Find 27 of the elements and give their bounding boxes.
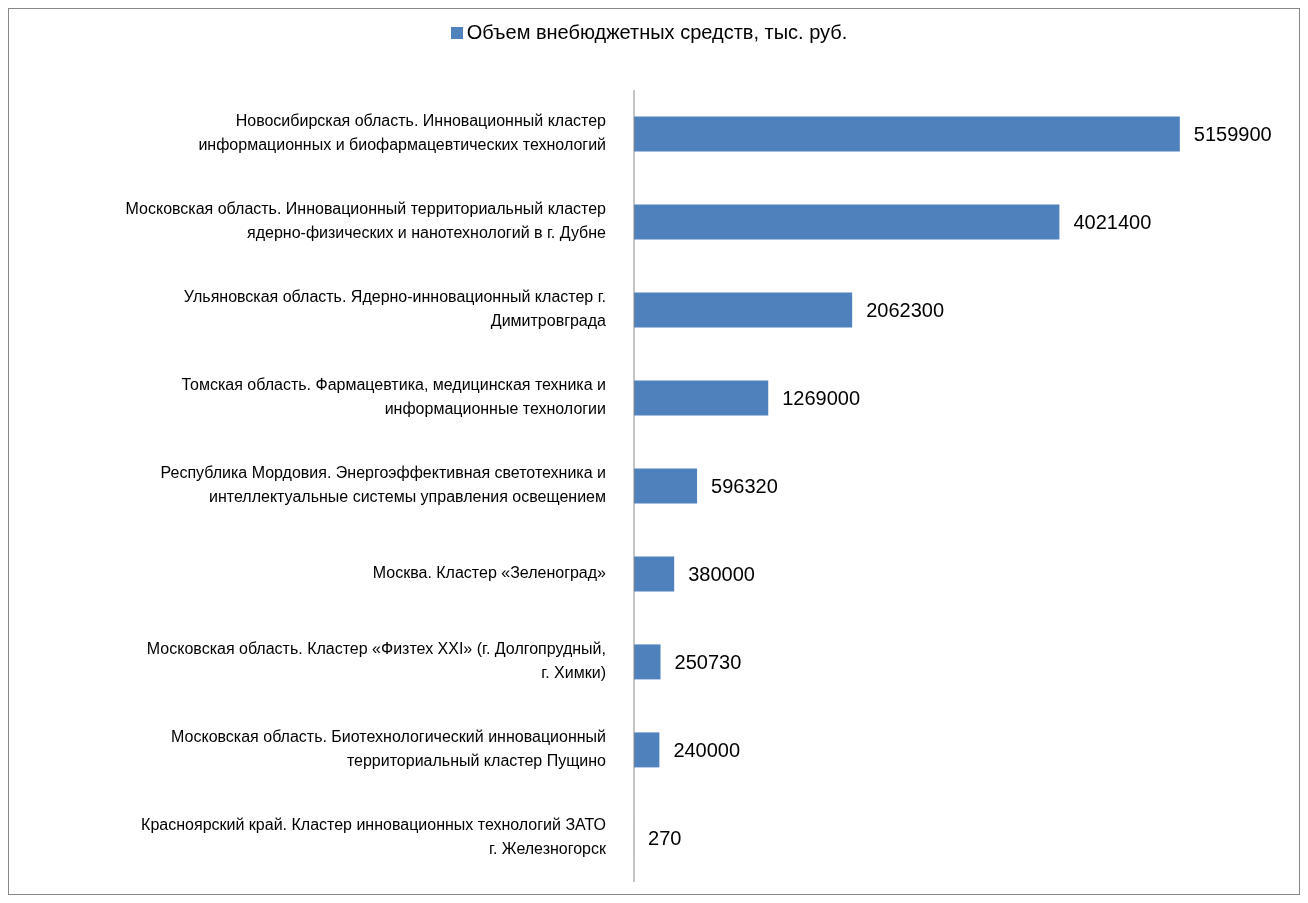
bar	[634, 468, 698, 504]
legend-label: Объем внебюджетных средств, тыс. руб.	[466, 21, 848, 44]
y-tick-label: Ульяновская область. Ядерно-инновационный кластер г. Димитровграда	[183, 288, 607, 330]
bar	[634, 732, 660, 768]
y-tick-label: Москва. Кластер «Зеленоград»	[372, 564, 607, 582]
bar	[634, 644, 661, 680]
bar	[634, 556, 675, 592]
bar	[634, 116, 1180, 152]
bar	[634, 204, 1060, 240]
data-label: 596320	[711, 475, 778, 497]
y-tick-label: Томская область. Фармацевтика, медицинская техника и информационные технологии	[181, 376, 606, 418]
data-label: 1269000	[782, 387, 861, 409]
data-label: 2062300	[866, 299, 945, 321]
data-label: 5159900	[1193, 123, 1272, 145]
bar	[634, 380, 769, 416]
y-tick-label: Республика Мордовия. Энергоэффективная светотехника и интеллектуальные системы управления освещением	[160, 464, 606, 506]
bar	[634, 292, 853, 328]
y-tick-label: Московская область. Биотехнологический инновационный территориальный кластер Пущино	[171, 728, 607, 770]
y-tick-label: Новосибирская область. Инновационный кластер информационных и биофармацевтических технологий	[198, 112, 607, 154]
data-label: 4021400	[1073, 211, 1152, 233]
y-tick-label: Московская область. Кластер «Физтех XXI» (г. Долгопрудный, г. Химки)	[146, 640, 606, 682]
data-label: 250730	[674, 651, 742, 673]
data-label: 270	[648, 827, 682, 849]
y-tick-label: Московская область. Инновационный территориальный кластер ядерно-физических и нанотехнологий в г. Дубне	[125, 200, 607, 242]
data-label: 380000	[688, 563, 755, 585]
data-label: 240000	[673, 739, 741, 761]
y-tick-label: Красноярский край. Кластер инновационных технологий ЗАТО г. Железногорск	[141, 816, 607, 858]
